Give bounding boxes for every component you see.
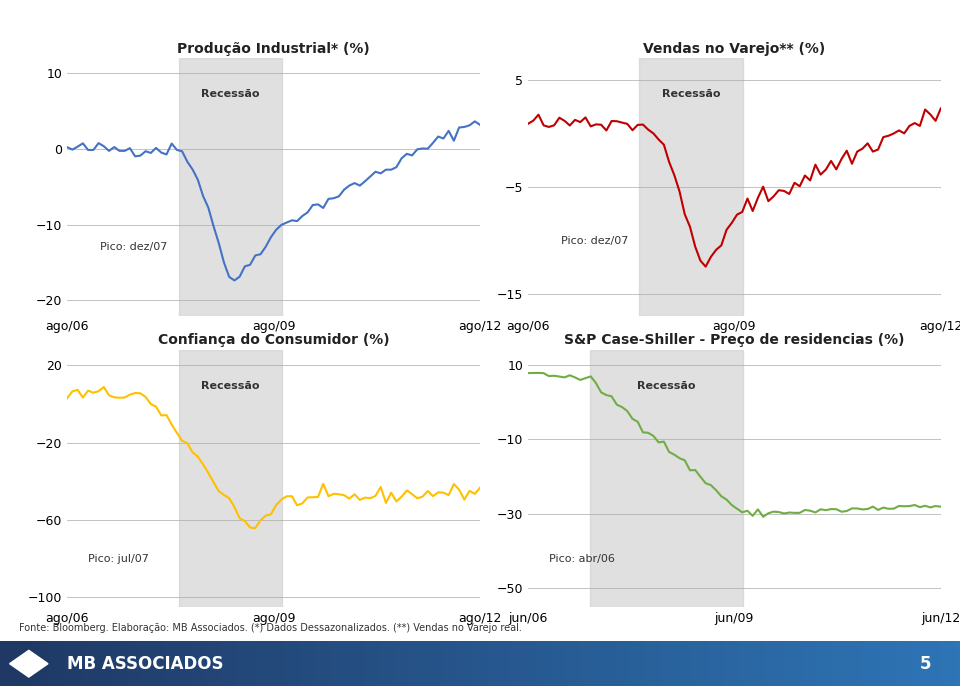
Title: Confiança do Consumidor (%): Confiança do Consumidor (%) [157,333,390,347]
Polygon shape [10,650,48,677]
Title: S&P Case-Shiller - Preço de residencias (%): S&P Case-Shiller - Preço de residencias … [564,333,904,347]
Text: Pico: abr/06: Pico: abr/06 [548,554,614,564]
Text: Fonte: Bloomberg. Elaboração: MB Associados. (*) Dados Dessazonalizados. (**) Ve: Fonte: Bloomberg. Elaboração: MB Associa… [19,623,522,632]
Bar [179,350,282,607]
Text: Recessão: Recessão [661,89,720,99]
Text: Recessão: Recessão [201,381,259,391]
Title: Produção Industrial* (%): Produção Industrial* (%) [178,42,370,56]
Text: Recessão: Recessão [637,381,696,391]
Bar [179,58,282,316]
Text: Pico: dez/07: Pico: dez/07 [561,235,629,246]
Text: MB ASSOCIADOS: MB ASSOCIADOS [67,654,224,673]
Text: Pico: jul/07: Pico: jul/07 [88,554,149,564]
Text: EUA: Possível recessão à frente? Não acreditamos: EUA: Possível recessão à frente? Não acr… [165,12,795,32]
Bar [639,58,743,316]
Bar [589,350,743,607]
Text: Recessão: Recessão [201,89,259,99]
Text: 5: 5 [920,654,931,673]
Title: Vendas no Varejo** (%): Vendas no Varejo** (%) [643,42,826,56]
Text: Pico: dez/07: Pico: dez/07 [100,242,168,252]
